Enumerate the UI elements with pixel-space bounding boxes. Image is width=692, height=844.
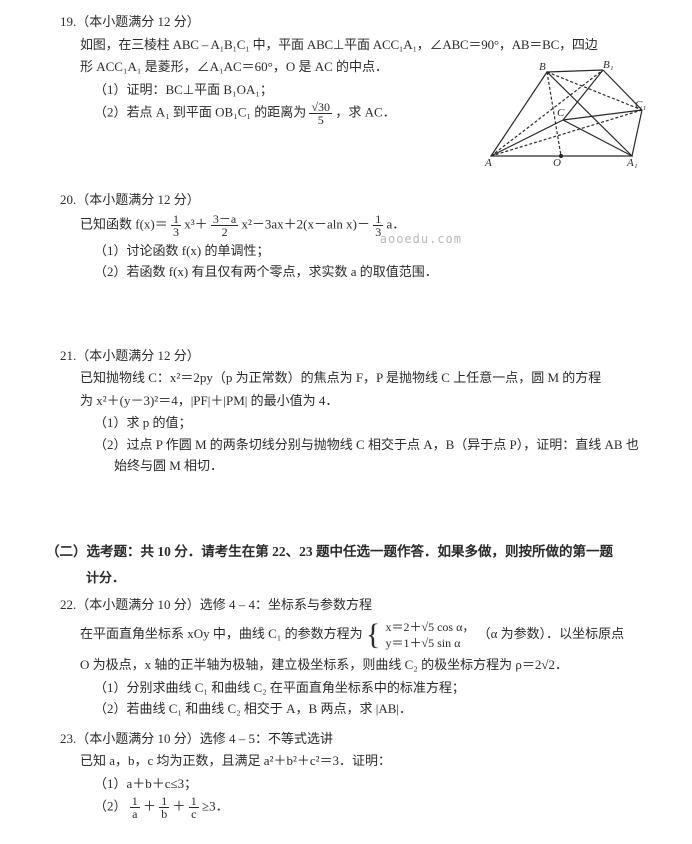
p21-sub2: （2）过点 P 作圆 M 的两条切线分别与抛物线 C 相交于点 A，B（异于点 … bbox=[80, 435, 652, 455]
section-2: （二）选考题：共 10 分．请考生在第 22、23 题中任选一题作答．如果多做，… bbox=[60, 542, 652, 588]
frac-1-a: 1a bbox=[130, 795, 140, 820]
watermark: aooedu.com bbox=[380, 230, 462, 248]
p20-sub1: （1）讨论函数 f(x) 的单调性； bbox=[80, 241, 652, 261]
p23-plus2: ＋ bbox=[173, 799, 186, 814]
p22-sub2: （2）若曲线 C₁ 和曲线 C₂ 相交于 A，B 两点，求 |AB|． bbox=[80, 699, 652, 719]
p19-s2b: ，求 AC． bbox=[335, 104, 395, 119]
p20-l1b: x³＋ bbox=[184, 216, 207, 231]
problem-21-header: 21.（本小题满分 12 分） bbox=[60, 346, 652, 366]
problem-23: 23.（本小题满分 10 分）选修 4 – 5：不等式选讲 已知 a，b，c 均… bbox=[60, 729, 652, 821]
p20-l1c: x²－3ax＋2(x－aln x)－ bbox=[241, 216, 369, 231]
p19-s2a: （2）若点 A₁ 到平面 OB₁C₁ 的距离为 bbox=[94, 104, 309, 119]
p21-sub2b: 始终与圆 M 相切． bbox=[80, 456, 652, 476]
prism-figure: A B C A₁ B₁ C₁ O bbox=[477, 60, 647, 170]
fraction-sqrt30-5: √30 5 bbox=[309, 101, 332, 126]
label-O: O bbox=[553, 157, 561, 169]
problem-20-header: 20.（本小题满分 12 分） bbox=[60, 190, 652, 210]
problem-22-header: 22.（本小题满分 10 分）选修 4 – 4：坐标系与参数方程 bbox=[60, 595, 652, 615]
p20-line1: 已知函数 f(x)＝ 13 x³＋ 3－a2 x²－3ax＋2(x－aln x)… bbox=[80, 213, 652, 238]
p23-s2a: （2） bbox=[94, 799, 127, 814]
label-B: B bbox=[539, 61, 546, 73]
p22-line2: O 为极点，x 轴的正半轴为极轴，建立极坐标系，则曲线 C₂ 的极坐标方程为 ρ… bbox=[80, 655, 652, 675]
case-b: y＝1＋√5 sin α bbox=[386, 636, 461, 650]
p23-sub2: （2） 1a ＋ 1b ＋ 1c ≥3． bbox=[80, 795, 652, 820]
label-C1: C₁ bbox=[635, 99, 646, 111]
label-B1: B₁ bbox=[603, 60, 614, 71]
problem-22: 22.（本小题满分 10 分）选修 4 – 4：坐标系与参数方程 在平面直角坐标… bbox=[60, 595, 652, 718]
section-title: （二）选考题：共 10 分．请考生在第 22、23 题中任选一题作答．如果多做，… bbox=[46, 542, 652, 562]
p19-line1: 如图，在三棱柱 ABC – A₁B₁C₁ 中，平面 ABC⊥平面 ACC₁A₁，… bbox=[80, 35, 652, 55]
frac-1-c: 1c bbox=[189, 795, 199, 820]
p23-line1: 已知 a，b，c 均为正数，且满足 a²＋b²＋c²＝3．证明： bbox=[80, 751, 652, 771]
problem-23-header: 23.（本小题满分 10 分）选修 4 – 5：不等式选讲 bbox=[60, 729, 652, 749]
p22-l1b: （α 为参数）．以坐标原点 bbox=[478, 626, 625, 641]
frac-1-3a: 13 bbox=[171, 213, 181, 238]
p21-sub1: （1）求 p 的值； bbox=[80, 413, 652, 433]
cases: x＝2＋√5 cos α， y＝1＋√5 sin α bbox=[386, 619, 475, 651]
p22-line1: 在平面直角坐标系 xOy 中，曲线 C₁ 的参数方程为 { x＝2＋√5 cos… bbox=[80, 619, 652, 651]
p20-l1a: 已知函数 f(x)＝ bbox=[80, 216, 168, 231]
p23-plus1: ＋ bbox=[143, 799, 156, 814]
label-A1: A₁ bbox=[626, 157, 638, 169]
p20-l1d: a． bbox=[386, 216, 405, 231]
problem-21: 21.（本小题满分 12 分） 已知抛物线 C：x²＝2py（p 为正常数）的焦… bbox=[60, 346, 652, 476]
case-a: x＝2＋√5 cos α， bbox=[386, 620, 475, 634]
p22-l1a: 在平面直角坐标系 xOy 中，曲线 C₁ 的参数方程为 bbox=[80, 626, 366, 641]
p21-line1: 已知抛物线 C：x²＝2py（p 为正常数）的焦点为 F，P 是抛物线 C 上任… bbox=[80, 368, 652, 388]
denominator: 5 bbox=[309, 114, 332, 126]
p22-sub1: （1）分别求曲线 C₁ 和曲线 C₂ 在平面直角坐标系中的标准方程； bbox=[80, 678, 652, 698]
label-C: C bbox=[557, 107, 565, 119]
frac-1-b: 1b bbox=[159, 795, 169, 820]
frac-3ma-2: 3－a2 bbox=[211, 213, 238, 238]
brace-icon: { bbox=[366, 621, 380, 648]
p23-sub1: （1）a＋b＋c≤3； bbox=[80, 774, 652, 794]
label-A: A bbox=[484, 157, 492, 169]
p20-sub2: （2）若函数 f(x) 有且仅有两个零点，求实数 a 的取值范围． bbox=[80, 262, 652, 282]
problem-20: 20.（本小题满分 12 分） aooedu.com 已知函数 f(x)＝ 13… bbox=[60, 190, 652, 282]
p23-s2d: ≥3． bbox=[202, 799, 229, 814]
section-title2: 计分． bbox=[60, 568, 652, 588]
p21-line2: 为 x²＋(y－3)²＝4，|PF|＋|PM| 的最小值为 4． bbox=[80, 391, 652, 411]
problem-19-header: 19.（本小题满分 12 分） bbox=[60, 12, 652, 32]
